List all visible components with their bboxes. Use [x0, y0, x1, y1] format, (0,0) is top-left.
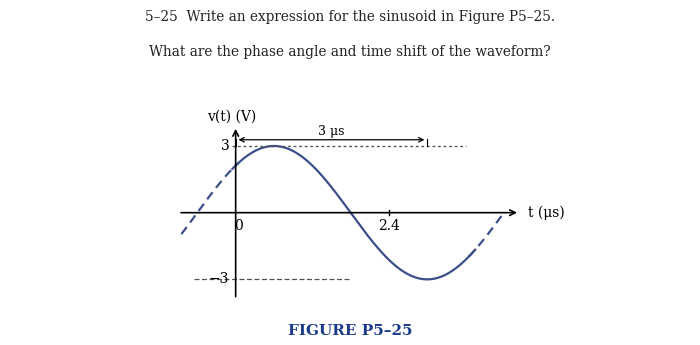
Text: 2.4: 2.4 [378, 219, 400, 233]
Text: 0: 0 [234, 219, 243, 233]
Text: −3: −3 [209, 272, 230, 286]
Text: What are the phase angle and time shift of the waveform?: What are the phase angle and time shift … [149, 45, 551, 59]
Text: 3 μs: 3 μs [318, 125, 344, 138]
Text: t (μs): t (μs) [528, 206, 564, 220]
Text: 3: 3 [220, 139, 230, 153]
Text: 5–25  Write an expression for the sinusoid in Figure P5–25.: 5–25 Write an expression for the sinusoi… [145, 10, 555, 24]
Text: v(t) (V): v(t) (V) [207, 110, 256, 124]
Text: FIGURE P5–25: FIGURE P5–25 [288, 324, 412, 338]
